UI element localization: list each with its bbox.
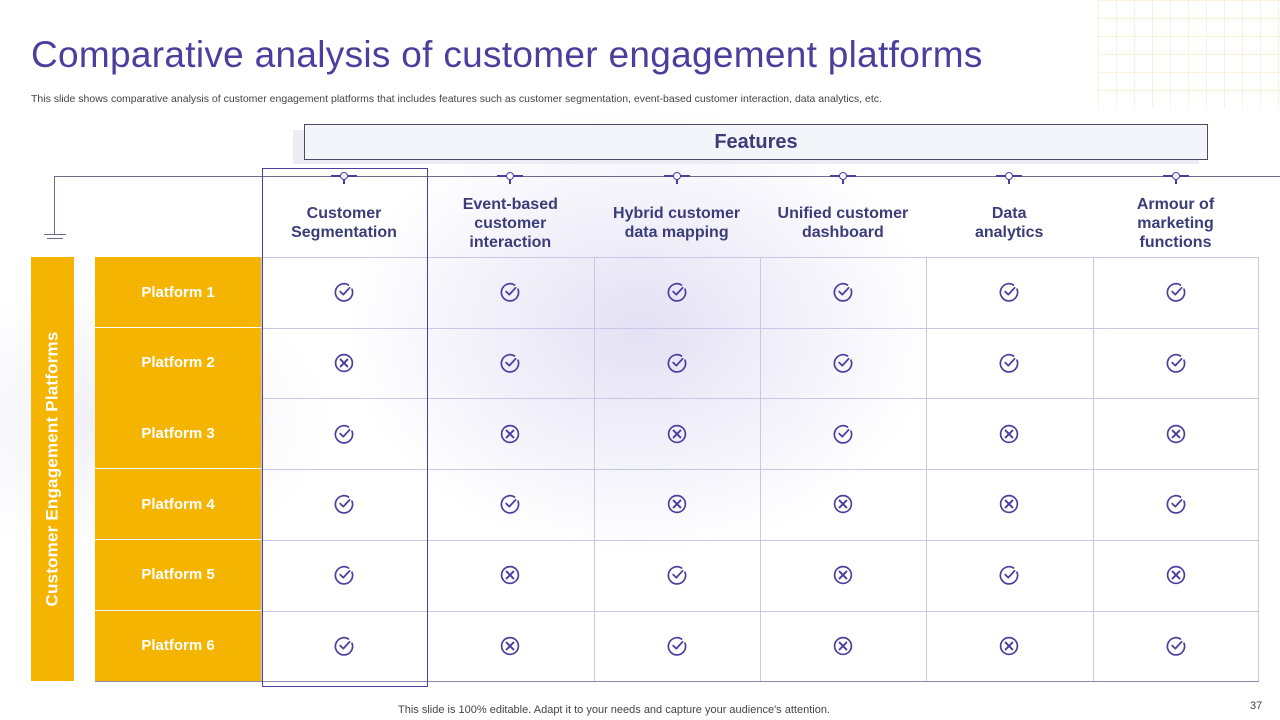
column-divider xyxy=(759,257,761,681)
check-circle-icon xyxy=(998,564,1020,586)
check-circle-icon xyxy=(499,493,521,515)
x-circle-icon xyxy=(832,564,854,586)
column-divider xyxy=(926,257,928,681)
column-header: Customer Segmentation xyxy=(291,205,397,241)
x-circle-icon xyxy=(499,564,521,586)
features-header-label: Features xyxy=(714,130,798,153)
check-circle-icon xyxy=(499,352,521,374)
check-circle-icon xyxy=(998,352,1020,374)
column-header: Unified customer dashboard xyxy=(777,205,909,241)
column-header: Data analytics xyxy=(974,205,1044,241)
row-divider xyxy=(95,610,1259,612)
feature-connector-icon xyxy=(497,171,524,185)
platform-row-label: Platform 2 xyxy=(95,327,261,398)
x-circle-icon xyxy=(832,635,854,657)
feature-connector-icon xyxy=(331,171,358,185)
check-circle-icon xyxy=(666,352,688,374)
check-circle-icon xyxy=(998,281,1020,303)
x-circle-icon xyxy=(998,635,1020,657)
platforms-side-bar: Customer Engagement Platforms xyxy=(31,257,74,681)
features-header: Features xyxy=(304,124,1208,160)
x-circle-icon xyxy=(998,493,1020,515)
platform-row-label: Platform 4 xyxy=(95,469,261,540)
check-circle-icon xyxy=(666,564,688,586)
row-divider xyxy=(95,539,1259,541)
x-circle-icon xyxy=(666,423,688,445)
feature-connector-icon xyxy=(830,171,857,185)
check-circle-icon xyxy=(666,281,688,303)
ground-symbol-line-2 xyxy=(47,238,63,239)
check-circle-icon xyxy=(333,493,355,515)
customer-segmentation-highlight xyxy=(262,168,428,687)
column-divider xyxy=(1092,257,1094,681)
page-number: 37 xyxy=(1250,700,1263,712)
check-circle-icon xyxy=(1165,352,1187,374)
platforms-side-label: Customer Engagement Platforms xyxy=(42,331,62,607)
column-header: Armour of marketing functions xyxy=(1136,195,1215,251)
check-circle-icon xyxy=(333,423,355,445)
x-circle-icon xyxy=(333,352,355,374)
check-circle-icon xyxy=(1165,635,1187,657)
platform-row-label: Platform 6 xyxy=(95,610,261,681)
x-circle-icon xyxy=(666,493,688,515)
feature-connector-icon xyxy=(663,171,690,185)
platform-row-label: Platform 1 xyxy=(95,257,261,327)
row-divider xyxy=(95,398,1259,400)
x-circle-icon xyxy=(1165,423,1187,445)
column-header: Hybrid customer data mapping xyxy=(613,205,741,241)
check-circle-icon xyxy=(832,281,854,303)
row-divider xyxy=(95,327,1259,329)
feature-connector-icon xyxy=(996,171,1023,185)
decorative-grid xyxy=(1098,0,1280,108)
connector-drop-line xyxy=(54,176,55,234)
ground-symbol-line-1 xyxy=(44,234,66,235)
x-circle-icon xyxy=(1165,564,1187,586)
check-circle-icon xyxy=(333,281,355,303)
column-divider xyxy=(261,257,262,681)
footer-note: This slide is 100% editable. Adapt it to… xyxy=(398,704,830,716)
check-circle-icon xyxy=(333,564,355,586)
column-header: Event-based customer interaction xyxy=(462,195,558,251)
x-circle-icon xyxy=(499,423,521,445)
table-bottom-border xyxy=(95,681,1259,682)
check-circle-icon xyxy=(333,635,355,657)
platform-row-label: Platform 5 xyxy=(95,539,261,610)
x-circle-icon xyxy=(832,493,854,515)
column-divider xyxy=(593,257,595,681)
check-circle-icon xyxy=(832,352,854,374)
check-circle-icon xyxy=(666,635,688,657)
page-subtitle: This slide shows comparative analysis of… xyxy=(31,93,882,105)
feature-connector-icon xyxy=(1162,171,1189,185)
row-divider xyxy=(95,469,1259,471)
platform-row-label: Platform 3 xyxy=(95,398,261,469)
x-circle-icon xyxy=(499,635,521,657)
check-circle-icon xyxy=(499,281,521,303)
check-circle-icon xyxy=(832,423,854,445)
check-circle-icon xyxy=(1165,281,1187,303)
page-title: Comparative analysis of customer engagem… xyxy=(31,34,983,75)
x-circle-icon xyxy=(998,423,1020,445)
check-circle-icon xyxy=(1165,493,1187,515)
